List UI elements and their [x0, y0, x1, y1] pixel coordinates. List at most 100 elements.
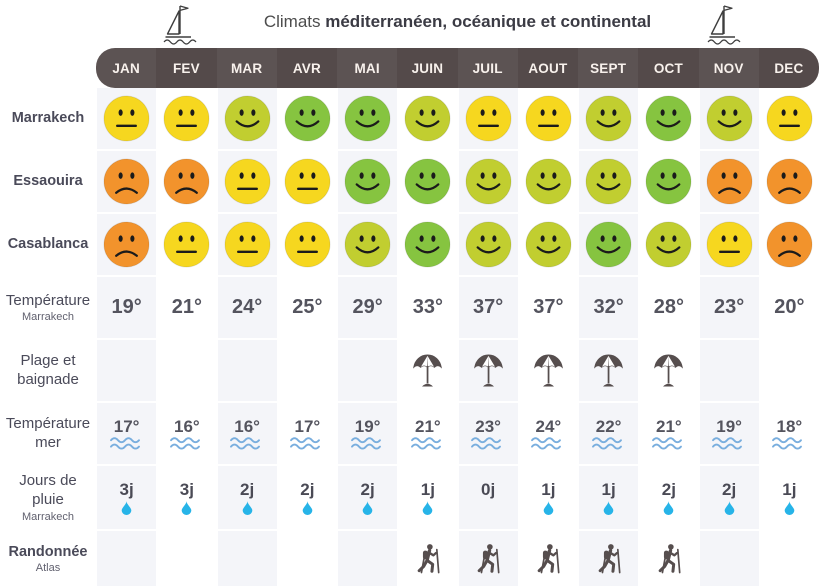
beach-cell	[397, 340, 458, 403]
beach-cell	[96, 340, 157, 403]
row-sublabel: Marrakech	[22, 510, 74, 523]
hiking-cell	[638, 531, 699, 588]
hiking-cell	[276, 531, 337, 588]
row-label: Casablanca	[0, 214, 96, 277]
table-row: Jours de pluie Marrakech 3j 3j 2j 2j 2j 1j …	[0, 466, 819, 531]
sea-waves-icon	[471, 436, 502, 450]
rain-days-cell: 2j	[698, 466, 759, 531]
rain-days-cell: 2j	[638, 466, 699, 531]
climate-smiley-icon	[766, 221, 813, 268]
climate-cell	[216, 151, 277, 214]
row-label: Marrakech	[0, 88, 96, 151]
raindrop-icon	[724, 500, 734, 515]
temperature-value: 37°	[533, 296, 564, 318]
row-label: Jours de pluie Marrakech	[0, 466, 96, 531]
sea-temperature-value: 17°	[294, 416, 321, 436]
hiker-icon	[658, 544, 681, 574]
climate-cell	[698, 151, 759, 214]
temperature-value: 21°	[171, 296, 202, 318]
climate-smiley-icon	[103, 221, 150, 268]
sea-temperature-cell: 16°	[156, 403, 217, 466]
hiking-cell	[337, 531, 398, 588]
sea-temperature-value: 19°	[716, 416, 742, 436]
sea-waves-icon	[169, 436, 200, 450]
climate-smiley-icon	[706, 95, 753, 142]
raindrop-icon	[182, 500, 192, 515]
sea-temperature-cell: 19°	[698, 403, 759, 466]
temperature-cell: 33°	[397, 277, 458, 340]
climate-cell	[698, 88, 759, 151]
temperature-cell: 20°	[758, 277, 819, 340]
climate-smiley-icon	[585, 95, 632, 142]
climate-smiley-icon	[585, 221, 632, 268]
row-label: Plage et baignade	[0, 340, 96, 403]
raindrop-icon	[121, 500, 132, 515]
beach-cell	[517, 340, 578, 403]
climate-cell	[156, 151, 217, 214]
title-bar: Climats méditerranéen, océanique et cont…	[0, 0, 819, 48]
row-label: Température Marrakech	[0, 277, 96, 340]
temperature-value: 32°	[593, 296, 624, 318]
climate-cell	[578, 214, 639, 277]
climate-cell	[276, 88, 337, 151]
climate-smiley-icon	[163, 95, 210, 142]
climate-cell	[457, 88, 518, 151]
hiking-cell	[517, 531, 578, 588]
sea-waves-icon	[772, 436, 803, 450]
row-label-text: baignade	[17, 370, 79, 388]
table-row: Température Marrakech 19° 21° 24° 25° 29° 33° 37…	[0, 277, 819, 340]
sea-temperature-cell: 21°	[638, 403, 699, 466]
sea-waves-icon	[651, 436, 682, 450]
temperature-value: 28°	[653, 296, 684, 318]
climate-smiley-icon	[404, 95, 451, 142]
climate-smiley-icon	[284, 158, 331, 205]
rain-days-value: 3j	[119, 479, 134, 499]
row-label-text: mer	[35, 433, 61, 451]
sea-waves-icon	[531, 436, 562, 450]
row-sublabel: Marrakech	[22, 311, 74, 324]
row-label-text: Température	[5, 291, 91, 309]
rain-days-value: 2j	[240, 479, 255, 499]
temperature-cell: 29°	[337, 277, 398, 340]
raindrop-icon	[242, 500, 252, 515]
climate-smiley-icon	[224, 221, 271, 268]
sea-waves-icon	[230, 436, 261, 450]
climate-cell	[156, 88, 217, 151]
rain-days-cell: 1j	[517, 466, 578, 531]
temperature-value: 19°	[111, 296, 142, 318]
climate-smiley-icon	[103, 158, 150, 205]
hiking-cell	[216, 531, 277, 588]
sea-temperature-cell: 22°	[578, 403, 639, 466]
hiking-cell	[758, 531, 819, 588]
rain-days-value: 1j	[420, 479, 435, 499]
climate-smiley-icon	[344, 221, 391, 268]
raindrop-icon	[603, 500, 614, 515]
climate-smiley-icon	[404, 158, 451, 205]
beach-umbrella-icon	[594, 354, 624, 387]
climate-smiley-icon	[706, 221, 753, 268]
row-label-text: Plage et	[20, 351, 76, 369]
temperature-cell: 19°	[96, 277, 157, 340]
climate-cell	[337, 214, 398, 277]
beach-umbrella-icon	[654, 354, 684, 387]
rain-days-value: 2j	[300, 479, 315, 499]
sea-temperature-cell: 17°	[96, 403, 157, 466]
row-label-text: Température	[5, 414, 91, 432]
climate-smiley-icon	[585, 158, 632, 205]
beach-cell	[638, 340, 699, 403]
hiker-icon	[477, 544, 500, 574]
month-header: JAN FEV MAR AVR MAI JUIN JUIL AOUT SEPT OCT NOV DEC	[96, 48, 819, 88]
sea-waves-icon	[712, 436, 743, 450]
table-body: Marrakech Essaouira	[0, 88, 819, 588]
raindrop-icon	[664, 500, 674, 515]
temperature-cell: 37°	[517, 277, 578, 340]
beach-cell	[216, 340, 277, 403]
row-label: Randonnée Atlas	[0, 531, 96, 588]
temperature-value: 29°	[352, 296, 383, 318]
sea-waves-icon	[109, 436, 140, 450]
rain-days-cell: 1j	[578, 466, 639, 531]
month-header-cell: JUIN	[411, 60, 444, 76]
rain-days-cell: 1j	[397, 466, 458, 531]
climate-cell	[397, 214, 458, 277]
